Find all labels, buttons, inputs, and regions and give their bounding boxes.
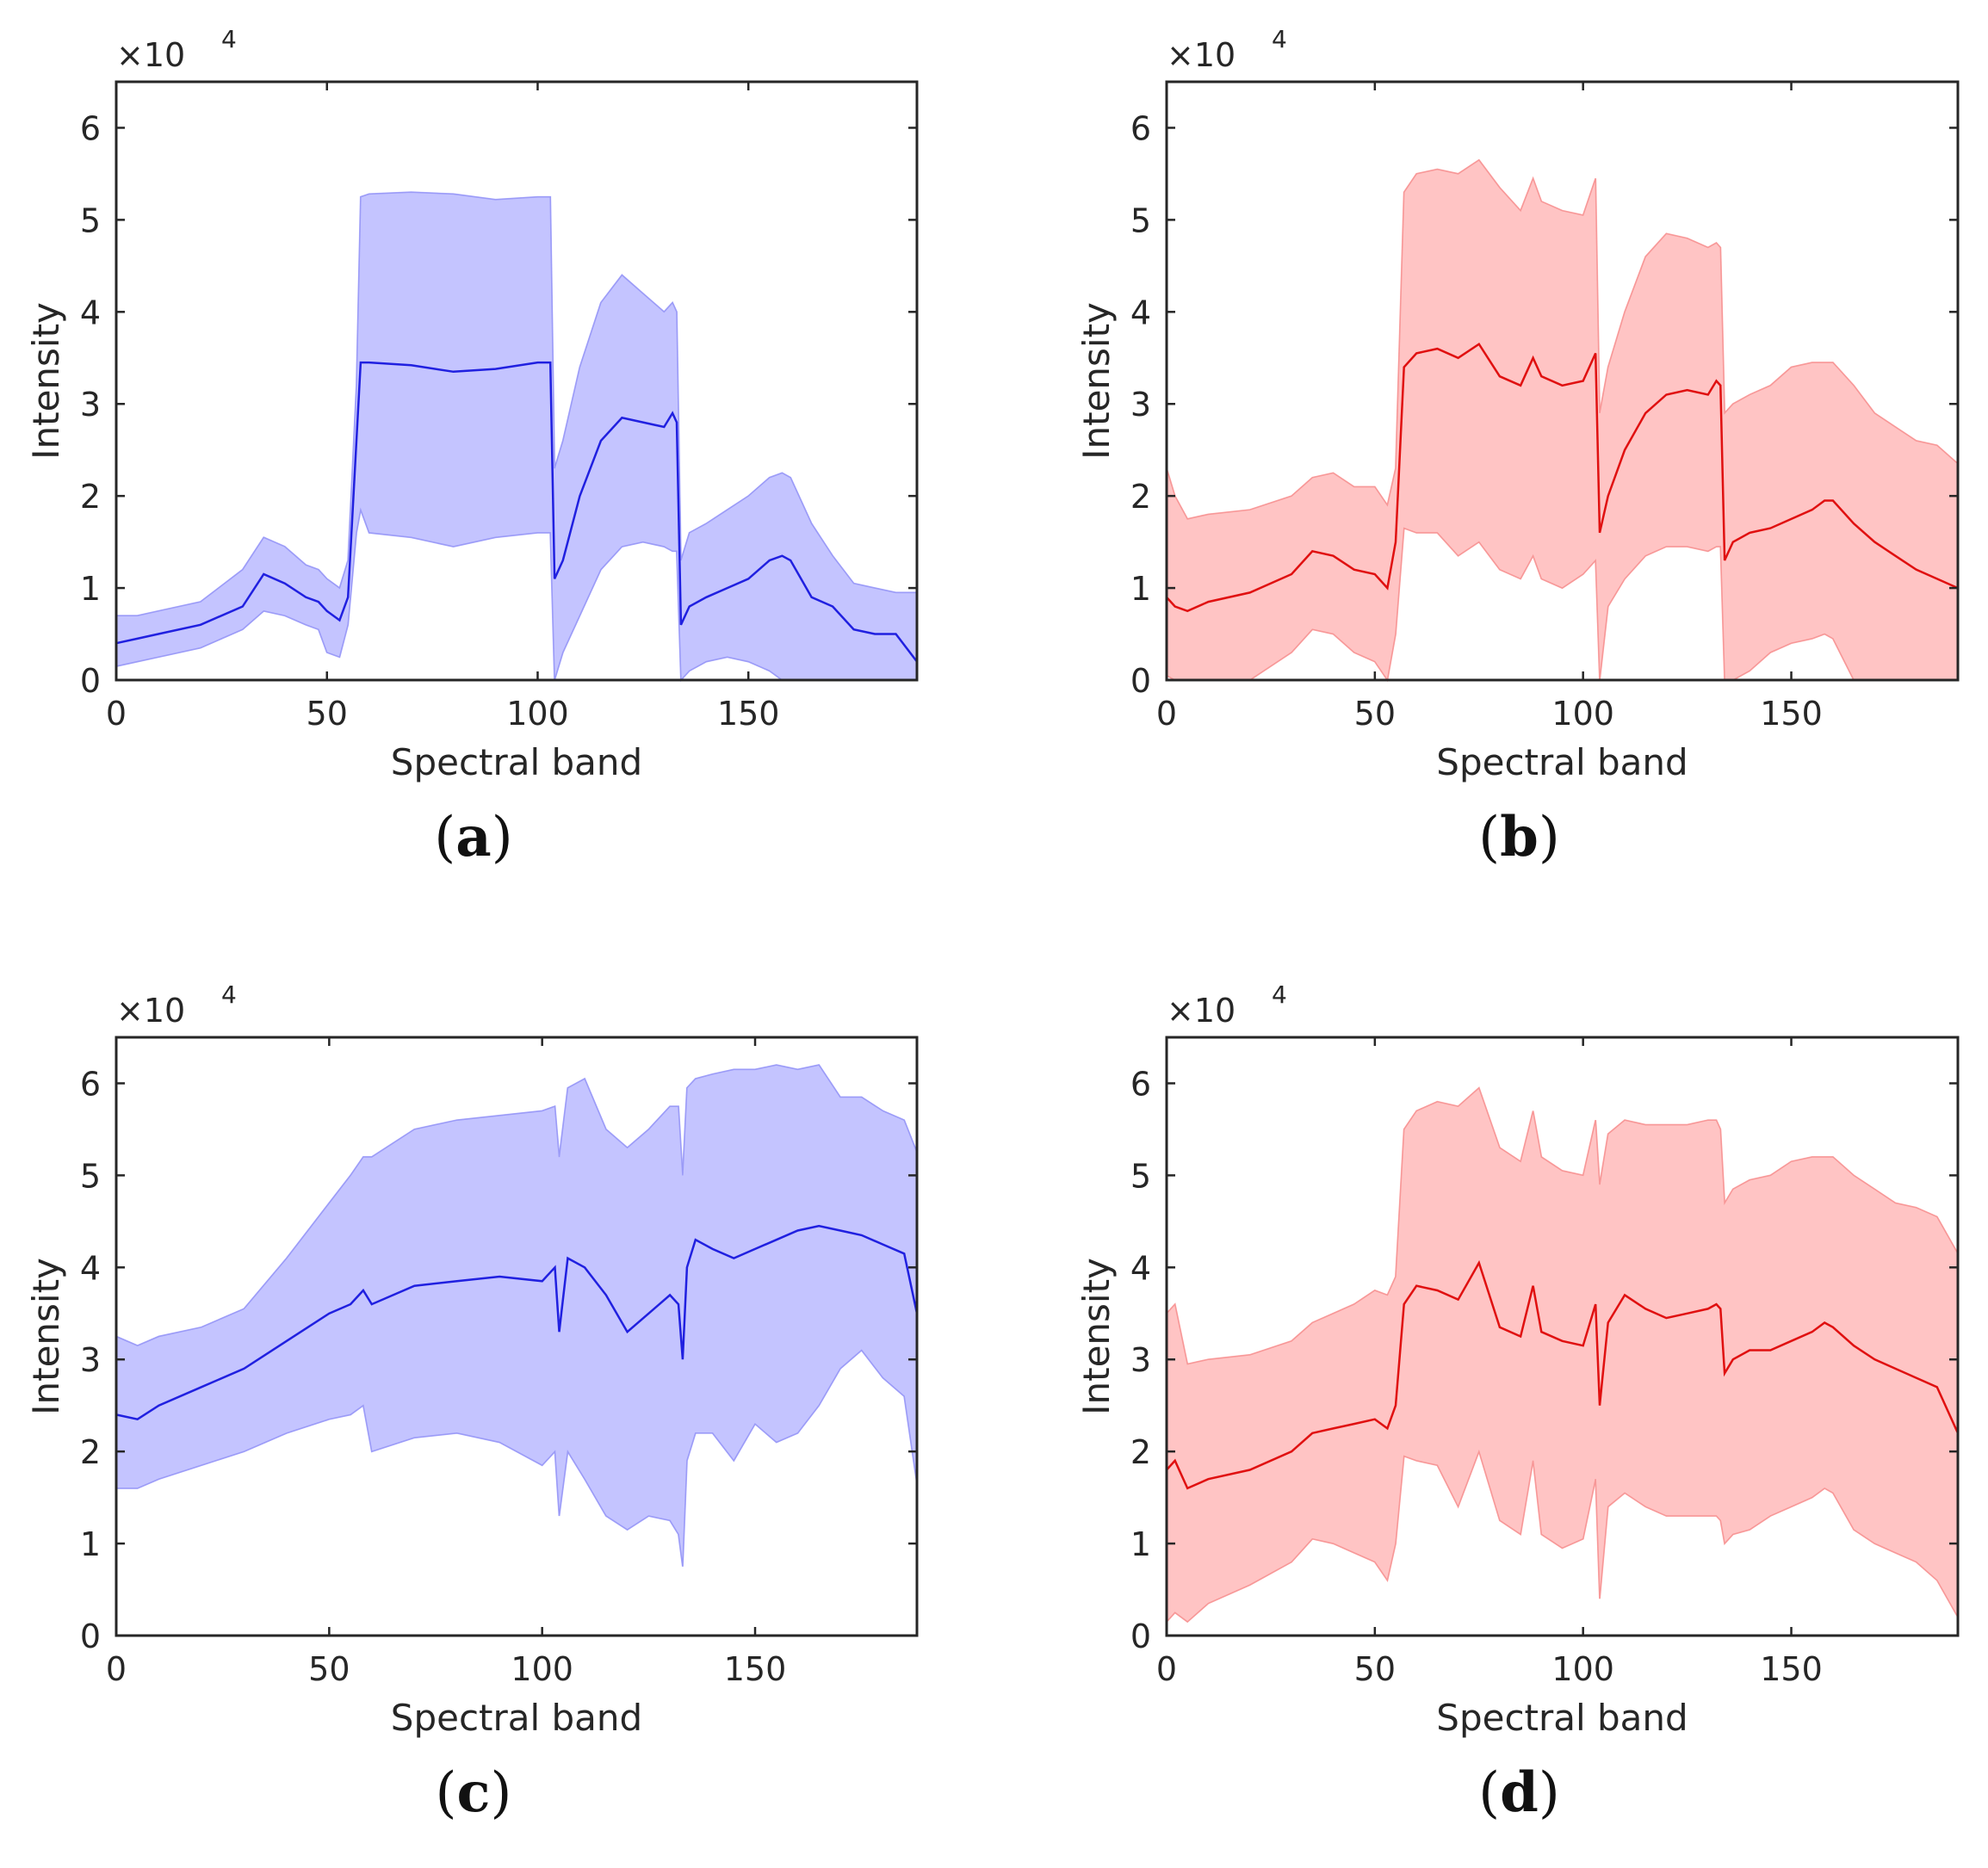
x-tick-label: 100 bbox=[511, 1650, 573, 1688]
x-axis-label: Spectral band bbox=[1436, 1697, 1688, 1739]
mean-line bbox=[115, 361, 918, 663]
axis-multiplier-exponent: 4 bbox=[221, 980, 237, 1009]
mean-line bbox=[1166, 1259, 1960, 1490]
y-tick-label: 3 bbox=[80, 1341, 101, 1379]
y-tick-label: 2 bbox=[1130, 478, 1151, 516]
axis-multiplier-exponent: 4 bbox=[1272, 25, 1287, 53]
y-tick-label: 4 bbox=[1130, 1249, 1151, 1287]
y-tick-label: 0 bbox=[80, 662, 101, 700]
y-axis-label: Intensity bbox=[25, 1258, 67, 1415]
caption-a: (a) bbox=[434, 805, 513, 869]
y-tick-label: 2 bbox=[80, 1433, 101, 1471]
y-tick-label: 3 bbox=[80, 386, 101, 424]
axis-multiplier-exponent: 4 bbox=[1272, 980, 1287, 1009]
axis-multiplier: ×10 bbox=[116, 992, 185, 1030]
plot-frame bbox=[1165, 1036, 1960, 1637]
axis-multiplier: ×10 bbox=[1167, 36, 1236, 74]
y-axis-label: Intensity bbox=[1075, 1258, 1118, 1415]
lower-bound-line bbox=[116, 1349, 918, 1567]
x-tick-label: 100 bbox=[1551, 695, 1614, 733]
x-tick-label: 150 bbox=[717, 695, 780, 733]
axis-multiplier: ×10 bbox=[1167, 992, 1236, 1030]
y-tick-label: 5 bbox=[1130, 201, 1151, 239]
plot-frame bbox=[115, 1036, 919, 1637]
mean-line bbox=[115, 1224, 919, 1421]
y-tick-label: 0 bbox=[1130, 662, 1151, 700]
x-tick-label: 100 bbox=[1551, 1650, 1614, 1688]
y-tick-label: 3 bbox=[1130, 386, 1151, 424]
y-tick-label: 6 bbox=[1130, 109, 1151, 147]
plot-frame bbox=[1165, 80, 1960, 682]
y-axis-label: Intensity bbox=[25, 302, 67, 460]
lower-bound-line bbox=[1166, 1449, 1959, 1623]
std-band bbox=[115, 1063, 918, 1567]
y-tick-label: 2 bbox=[80, 478, 101, 516]
x-tick-label: 50 bbox=[308, 1650, 350, 1688]
y-tick-label: 4 bbox=[80, 294, 101, 331]
y-tick-label: 6 bbox=[80, 1065, 101, 1103]
y-tick-label: 0 bbox=[1130, 1617, 1151, 1655]
x-tick-label: 50 bbox=[1354, 695, 1396, 733]
x-axis-label: Spectral band bbox=[391, 741, 642, 783]
x-axis-label: Spectral band bbox=[1436, 741, 1688, 783]
axis-multiplier-exponent: 4 bbox=[221, 25, 237, 53]
y-tick-label: 1 bbox=[1130, 1525, 1151, 1563]
axis-multiplier: ×10 bbox=[116, 36, 185, 74]
y-tick-label: 6 bbox=[1130, 1065, 1151, 1103]
x-tick-label: 0 bbox=[106, 1650, 127, 1688]
plot-frame bbox=[115, 80, 919, 682]
y-tick-label: 5 bbox=[1130, 1157, 1151, 1195]
caption-b: (b) bbox=[1478, 805, 1560, 869]
y-tick-label: 2 bbox=[1130, 1433, 1151, 1471]
panel-c: 0 1 2 3 4 5 6 0 50 100 150 Spectral band Intensity ×1… bbox=[0, 956, 1050, 1868]
chart-c: 0 1 2 3 4 5 6 0 50 100 150 Spectral band Intensity ×1… bbox=[25, 980, 919, 1739]
x-tick-label: 0 bbox=[106, 695, 127, 733]
caption-d: (d) bbox=[1478, 1760, 1560, 1825]
chart-a: 0 1 2 3 4 5 6 0 50 100 150 Spectral band Intensity ×1… bbox=[25, 25, 919, 783]
std-band bbox=[1166, 158, 1959, 683]
chart-d: 0 1 2 3 4 5 6 0 50 100 150 Spectral band Intensity ×1… bbox=[1075, 980, 1960, 1739]
std-band bbox=[115, 191, 918, 683]
y-tick-label: 5 bbox=[80, 1157, 101, 1195]
lower-bound-line bbox=[1166, 527, 1958, 682]
y-tick-label: 4 bbox=[80, 1249, 101, 1287]
panel-a: 0 1 2 3 4 5 6 0 50 100 150 Spectral band Intensity ×1… bbox=[0, 0, 1050, 912]
x-axis-label: Spectral band bbox=[391, 1697, 642, 1739]
upper-bound-line bbox=[1166, 158, 1959, 520]
x-tick-label: 0 bbox=[1156, 695, 1177, 733]
y-axis-label: Intensity bbox=[1075, 302, 1118, 460]
x-tick-label: 150 bbox=[724, 1650, 787, 1688]
y-tick-label: 1 bbox=[80, 1525, 101, 1563]
x-tick-label: 150 bbox=[1760, 1650, 1823, 1688]
upper-bound-line bbox=[116, 191, 917, 616]
y-tick-label: 6 bbox=[80, 109, 101, 147]
y-tick-label: 0 bbox=[80, 1617, 101, 1655]
panel-b: 0 1 2 3 4 5 6 0 50 100 150 Spectral band Intensity ×1… bbox=[1050, 0, 1988, 912]
y-tick-label: 1 bbox=[1130, 570, 1151, 608]
y-tick-label: 4 bbox=[1130, 294, 1151, 331]
upper-bound-line bbox=[115, 1064, 918, 1347]
upper-bound-line bbox=[1166, 1086, 1959, 1365]
y-tick-label: 5 bbox=[80, 201, 101, 239]
x-tick-label: 150 bbox=[1760, 695, 1823, 733]
x-tick-label: 50 bbox=[307, 695, 348, 733]
mean-line bbox=[1166, 342, 1959, 613]
x-tick-label: 50 bbox=[1354, 1650, 1396, 1688]
chart-b: 0 1 2 3 4 5 6 0 50 100 150 Spectral band Intensity ×1… bbox=[1075, 25, 1960, 783]
x-tick-label: 100 bbox=[506, 695, 569, 733]
x-tick-label: 0 bbox=[1156, 1650, 1177, 1688]
y-tick-label: 1 bbox=[80, 570, 101, 608]
panel-d: 0 1 2 3 4 5 6 0 50 100 150 Spectral band Intensity ×1… bbox=[1050, 956, 1988, 1868]
caption-c: (c) bbox=[435, 1760, 512, 1825]
y-tick-label: 3 bbox=[1130, 1341, 1151, 1379]
std-band bbox=[1166, 1086, 1959, 1624]
